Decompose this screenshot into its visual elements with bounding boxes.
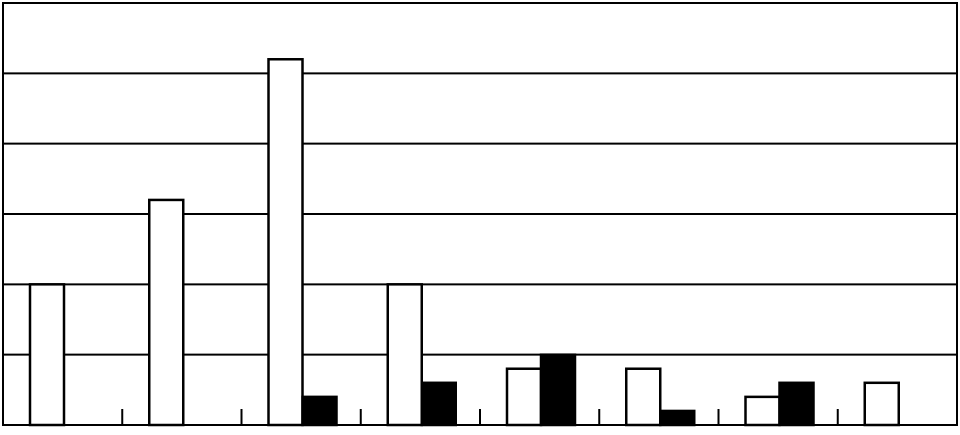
bar — [659, 409, 696, 427]
bar — [863, 381, 900, 427]
bar — [778, 381, 815, 427]
bar — [505, 367, 543, 427]
bar — [28, 283, 66, 427]
bar — [539, 353, 577, 427]
bar — [744, 395, 781, 427]
bar — [625, 367, 662, 427]
bar — [267, 58, 304, 427]
bar — [386, 283, 423, 427]
bar — [301, 395, 338, 427]
bar — [148, 198, 185, 427]
bar — [420, 381, 457, 427]
